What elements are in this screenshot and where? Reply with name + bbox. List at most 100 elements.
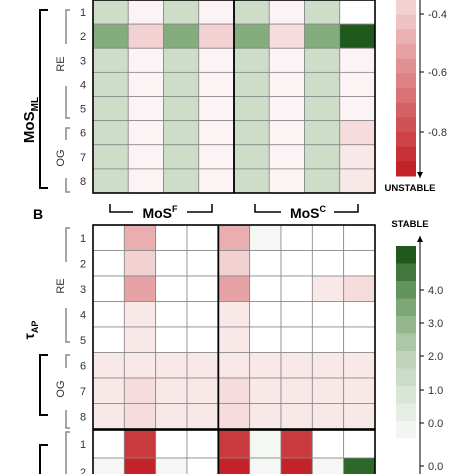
panel-a-cell xyxy=(127,23,164,49)
colorbar-top-tick-label: -0.8 xyxy=(428,127,447,139)
panel-b-cell xyxy=(249,377,282,404)
colorbar-top-segment xyxy=(396,161,416,177)
panel-a-cell xyxy=(233,71,270,97)
panel-b-cell xyxy=(311,301,345,328)
panel-a-cell xyxy=(233,168,270,194)
panel-b-cell xyxy=(249,224,282,251)
panel-a-cell xyxy=(127,168,164,194)
panel-b-cell xyxy=(92,250,125,277)
colorbar-bottom-tick-label: 2.0 xyxy=(428,351,443,363)
row-labels: 1 2 3 4 5 6 7 8 1 2 3 4 5 6 7 8 1 2 xyxy=(80,7,86,474)
panel-b-cell xyxy=(186,377,219,404)
panel-a-cell xyxy=(92,168,129,194)
panel-b-row-label: 2 xyxy=(80,258,86,270)
panel-a-cell xyxy=(163,120,200,146)
colorbar-bottom-segment xyxy=(396,438,416,457)
panel-a-row-label: 5 xyxy=(80,104,86,116)
panel-b-cell xyxy=(311,275,345,302)
colorbar-top-segment xyxy=(396,0,416,16)
heatmap-panel-c xyxy=(92,429,376,474)
panel-b-cell xyxy=(92,352,125,379)
panel-a-cell xyxy=(163,96,200,122)
panel-a-cell xyxy=(304,144,341,170)
colorbar-top-segment xyxy=(396,58,416,74)
colorbar-unstable-label: UNSTABLE xyxy=(384,183,435,194)
panel-b-cell xyxy=(123,250,157,277)
y-group-a: MoSML RE OG xyxy=(21,9,70,193)
panel-b-cell xyxy=(155,326,188,353)
panel-c-cell xyxy=(186,429,219,459)
panel-b-cell xyxy=(92,326,125,353)
panel-b-cell xyxy=(186,275,219,302)
colorbar-top-segment xyxy=(396,117,416,133)
panel-a-cell xyxy=(233,47,270,73)
panel-a-cell xyxy=(233,23,270,49)
panel-b-cell xyxy=(249,301,282,328)
panel-b-cell xyxy=(280,250,313,277)
colorbar-bottom-segment xyxy=(396,421,416,439)
panel-b-cell xyxy=(217,250,251,277)
panel-a-row-label: 8 xyxy=(80,176,86,188)
panel-a-cell xyxy=(233,96,270,122)
panel-a-cell xyxy=(163,144,200,170)
panel-b-cell xyxy=(155,250,188,277)
panel-c-cell xyxy=(280,429,313,459)
panel-b-row-label: 7 xyxy=(80,386,86,398)
heatmap-panel-a xyxy=(92,0,376,194)
panel-b-cell xyxy=(123,301,157,328)
panel-b-cell xyxy=(155,275,188,302)
panel-a-cell xyxy=(268,71,305,97)
colorbar-top-segment xyxy=(396,102,416,118)
panel-a-cell xyxy=(339,71,376,97)
panel-b-row-label: 5 xyxy=(80,335,86,347)
panel-a-cell xyxy=(127,96,164,122)
panel-b-cell xyxy=(186,326,219,353)
panel-a-cell xyxy=(268,168,305,194)
panel-a-row-label: 2 xyxy=(80,31,86,43)
colorbar-top-segment xyxy=(396,29,416,45)
panel-b-cell xyxy=(280,377,313,404)
panel-a-cell xyxy=(92,47,129,73)
y-group-label-b: τAP xyxy=(21,321,40,340)
panel-c-cell xyxy=(92,429,125,459)
panel-b-cell xyxy=(155,352,188,379)
y-group-label-a: MoSML xyxy=(21,97,41,143)
colorbar-bottom-segment xyxy=(396,351,416,369)
panel-a-cell xyxy=(339,168,376,194)
panel-a-cell xyxy=(198,47,235,73)
colorbar-bottom-segment xyxy=(396,368,416,387)
panel-b-cell xyxy=(343,250,376,277)
panel-b-cell xyxy=(249,403,282,430)
colorbar-bottom-zero-label: 0.0 xyxy=(428,461,443,473)
panel-a-cell xyxy=(198,96,235,122)
panel-a-cell xyxy=(198,23,235,49)
panel-b-cell xyxy=(123,224,157,251)
colorbar-top-segment xyxy=(396,88,416,104)
panel-a-cell xyxy=(198,144,235,170)
panel-c-cell xyxy=(343,429,376,459)
panel-b-cell xyxy=(280,275,313,302)
colorbar-bottom-segment xyxy=(396,298,416,317)
panel-a-cell xyxy=(268,144,305,170)
panel-c-cell xyxy=(155,429,188,459)
panel-a-cell xyxy=(339,144,376,170)
panel-b-cell xyxy=(92,301,125,328)
panel-b-cell xyxy=(123,326,157,353)
colorbar-bottom-segment xyxy=(396,263,416,282)
colorbar-stable: 4.0 3.0 2.0 1.0 0.0 0.0 STABLE xyxy=(391,219,443,474)
panel-b-cell xyxy=(311,250,345,277)
panel-b-row-label: 3 xyxy=(80,284,86,296)
panel-b-cell xyxy=(280,301,313,328)
y-group-c xyxy=(39,431,70,474)
panel-b-cell xyxy=(155,377,188,404)
panel-c-cell xyxy=(343,457,376,474)
panel-b-cell xyxy=(186,301,219,328)
panel-a-cell xyxy=(198,120,235,146)
panel-a-cell xyxy=(163,23,200,49)
panel-a-cell xyxy=(268,96,305,122)
panel-b-cell xyxy=(186,403,219,430)
panel-b-cell xyxy=(123,275,157,302)
panel-a-cell xyxy=(339,47,376,73)
colorbar-top-segment xyxy=(396,73,416,89)
panel-a-cell xyxy=(233,120,270,146)
